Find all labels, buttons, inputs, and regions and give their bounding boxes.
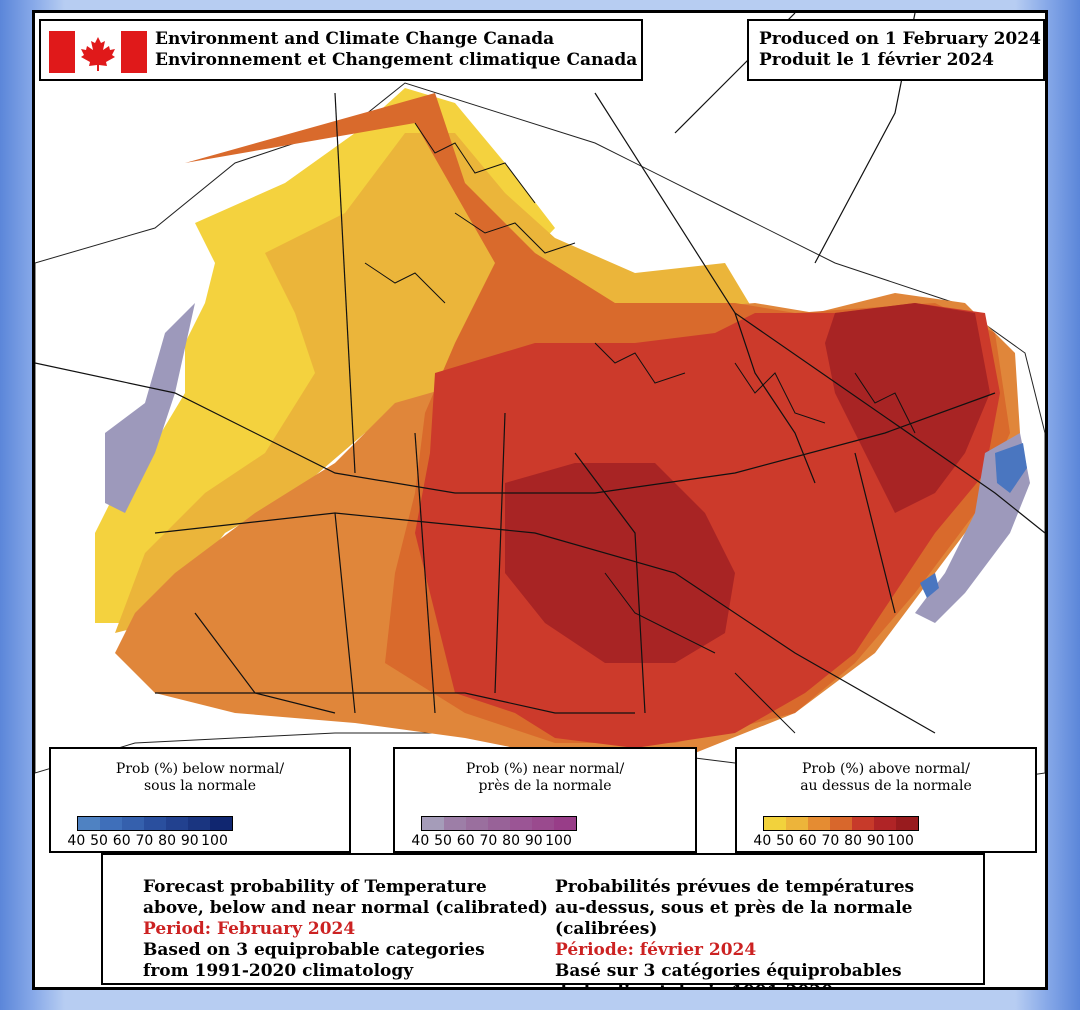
legend-below-swatch bbox=[78, 817, 100, 830]
agency-name-fr: Environnement et Changement climatique C… bbox=[155, 50, 638, 70]
map-frame: Environment and Climate Change Canada En… bbox=[32, 10, 1048, 990]
legend-near-ticks: 40 50 60 70 80 90 100 bbox=[409, 833, 572, 849]
legend-below-swatch bbox=[210, 817, 232, 830]
legend-above-swatch bbox=[830, 817, 852, 830]
legend-near-swatch bbox=[488, 817, 510, 830]
legend-near-swatch bbox=[466, 817, 488, 830]
legend-above-tick: 50 bbox=[776, 833, 794, 849]
agency-name-en: Environment and Climate Change Canada bbox=[155, 29, 555, 49]
legend-near-tick: 60 bbox=[456, 833, 475, 849]
legend-above-swatch bbox=[808, 817, 830, 830]
legend-near-swatch bbox=[510, 817, 532, 830]
info-fr-line-1: Probabilités prévues de températures bbox=[555, 877, 915, 897]
produced-date-box: Produced on 1 February 2024 Produit le 1… bbox=[747, 19, 1045, 81]
info-en-period: Period: February 2024 bbox=[143, 919, 356, 939]
legend-below-tick: 90 bbox=[180, 833, 199, 849]
legend-below-normal: Prob (%) below normal/ sous la normale 4… bbox=[49, 747, 351, 853]
zone-below-east bbox=[995, 443, 1027, 493]
boundary-lines bbox=[35, 13, 1045, 734]
info-fr-period: Période: février 2024 bbox=[555, 940, 757, 960]
info-french: Probabilités prévues de températures au-… bbox=[555, 877, 983, 987]
legend-near-swatch bbox=[422, 817, 444, 830]
forecast-info-box: Forecast probability of Temperature abov… bbox=[101, 853, 985, 987]
legend-above-colorbar bbox=[763, 816, 919, 831]
legend-near-swatch bbox=[532, 817, 554, 830]
legend-above-swatch bbox=[852, 817, 874, 830]
produced-date-fr: Produit le 1 février 2024 bbox=[759, 50, 994, 70]
zone-dark-red bbox=[505, 463, 735, 663]
legend-below-swatch bbox=[100, 817, 122, 830]
info-en-line-4: from 1991-2020 climatology bbox=[143, 961, 414, 981]
produced-date-en: Produced on 1 February 2024 bbox=[759, 29, 1041, 49]
legend-near-colorbar bbox=[421, 816, 577, 831]
legend-below-tick: 100 bbox=[201, 833, 228, 849]
legend-below-title: Prob (%) below normal/ bbox=[115, 761, 285, 777]
info-fr-line-2: au-dessus, sous et près de la normale (c… bbox=[555, 898, 913, 939]
legend-below-tick: 80 bbox=[158, 833, 176, 849]
agency-header: Environment and Climate Change Canada En… bbox=[39, 19, 643, 81]
legend-near-tick: 50 bbox=[434, 833, 452, 849]
legend-near-subtitle: près de la normale bbox=[478, 778, 612, 794]
legend-above-tick: 100 bbox=[887, 833, 914, 849]
forecast-map bbox=[35, 13, 1045, 794]
legend-below-ticks: 40 50 60 70 80 90 100 bbox=[65, 833, 228, 849]
legend-above-tick: 90 bbox=[866, 833, 885, 849]
legend-near-normal: Prob (%) near normal/ près de la normale… bbox=[393, 747, 697, 853]
legend-below-colorbar bbox=[77, 816, 233, 831]
legend-above-subtitle: au dessus de la normale bbox=[800, 778, 972, 794]
legend-below-tick: 50 bbox=[90, 833, 108, 849]
info-fr-line-3: Basé sur 3 catégories équiprobables bbox=[555, 961, 902, 981]
legend-above-title: Prob (%) above normal/ bbox=[802, 761, 970, 777]
legend-above-swatch bbox=[874, 817, 896, 830]
legend-near-swatch bbox=[554, 817, 576, 830]
zone-near-west bbox=[105, 303, 195, 513]
legend-near-title: Prob (%) near normal/ bbox=[465, 761, 625, 777]
zone-below-east-2 bbox=[920, 573, 939, 598]
legend-near-tick: 90 bbox=[524, 833, 543, 849]
legend-near-tick: 40 bbox=[411, 833, 430, 849]
legend-above-tick: 80 bbox=[844, 833, 862, 849]
legend-below-swatch bbox=[122, 817, 144, 830]
legend-below-swatch bbox=[166, 817, 188, 830]
legend-near-tick: 100 bbox=[545, 833, 572, 849]
info-english: Forecast probability of Temperature abov… bbox=[143, 877, 548, 982]
legend-above-ticks: 40 50 60 70 80 90 100 bbox=[751, 833, 914, 849]
legend-above-swatch bbox=[786, 817, 808, 830]
legend-below-tick: 70 bbox=[135, 833, 154, 849]
legend-above-tick: 40 bbox=[753, 833, 772, 849]
legend-above-tick: 60 bbox=[798, 833, 817, 849]
legend-above-tick: 70 bbox=[821, 833, 840, 849]
info-en-line-2: above, below and near normal (calibrated… bbox=[143, 898, 548, 918]
coastline-details bbox=[364, 122, 916, 734]
legend-near-tick: 70 bbox=[479, 833, 498, 849]
legend-below-subtitle: sous la normale bbox=[143, 778, 257, 794]
legend-above-normal: Prob (%) above normal/ au dessus de la n… bbox=[735, 747, 1037, 853]
legend-below-tick: 60 bbox=[112, 833, 131, 849]
canada-flag-icon bbox=[49, 31, 147, 73]
legend-near-swatch bbox=[444, 817, 466, 830]
info-en-line-1: Forecast probability of Temperature bbox=[143, 877, 487, 897]
legend-above-swatch bbox=[764, 817, 786, 830]
info-en-line-3: Based on 3 equiprobable categories bbox=[143, 940, 485, 960]
info-fr-line-4: de la climatologie 1991-2020 bbox=[555, 982, 983, 987]
legend-above-swatch bbox=[896, 817, 918, 830]
legend-below-tick: 40 bbox=[67, 833, 86, 849]
legend-below-swatch bbox=[188, 817, 210, 830]
legend-near-tick: 80 bbox=[502, 833, 520, 849]
legend-below-swatch bbox=[144, 817, 166, 830]
